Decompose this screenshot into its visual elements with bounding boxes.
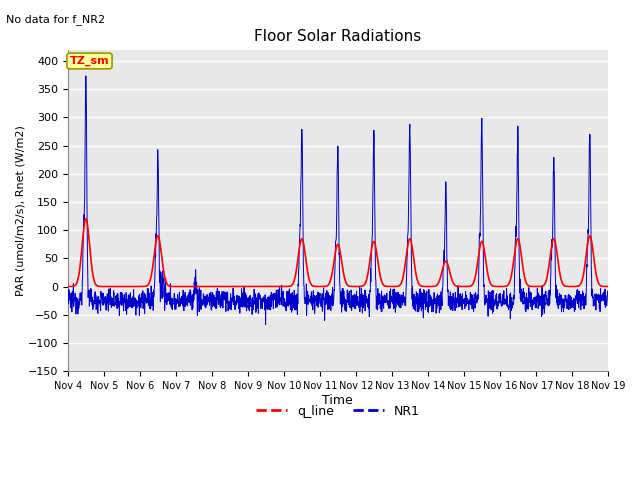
X-axis label: Time: Time [323,394,353,407]
Title: Floor Solar Radiations: Floor Solar Radiations [254,29,422,44]
Y-axis label: PAR (umol/m2/s), Rnet (W/m2): PAR (umol/m2/s), Rnet (W/m2) [15,125,25,296]
Text: TZ_sm: TZ_sm [70,56,109,66]
Text: No data for f_NR2: No data for f_NR2 [6,14,106,25]
Legend: q_line, NR1: q_line, NR1 [251,400,425,423]
